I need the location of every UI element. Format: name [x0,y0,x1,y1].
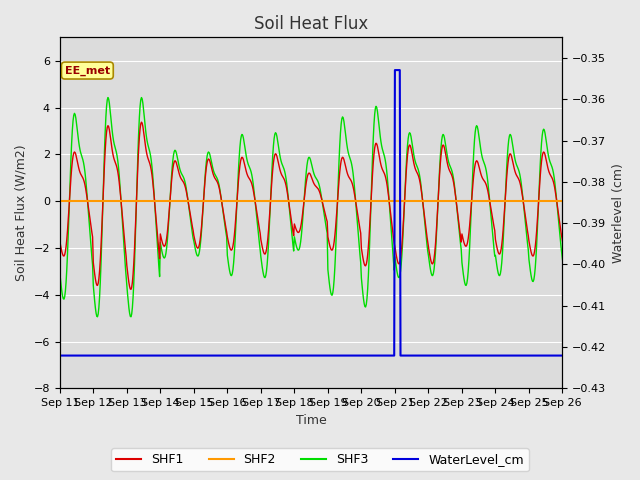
WaterLevel_cm [303,353,311,359]
SHF1 [514,175,522,180]
SHF3 [168,174,175,180]
WaterLevel_cm [188,353,196,359]
Text: EE_met: EE_met [65,65,110,76]
SHF2 [303,198,311,204]
WaterLevel_cm [352,353,360,359]
SHF1 [168,179,175,185]
SHF2 [166,198,174,204]
SHF1 [403,161,411,167]
Y-axis label: Soil Heat Flux (W/m2): Soil Heat Flux (W/m2) [15,144,28,281]
WaterLevel_cm [56,353,63,359]
SHF3 [353,219,361,225]
SHF3 [559,257,566,263]
SHF2 [352,198,360,204]
SHF1 [305,171,312,177]
SHF2 [513,198,520,204]
Line: WaterLevel_cm: WaterLevel_cm [60,70,563,356]
SHF3 [93,314,101,320]
SHF3 [189,235,197,241]
SHF2 [559,198,566,204]
Legend: SHF1, SHF2, SHF3, WaterLevel_cm: SHF1, SHF2, SHF3, WaterLevel_cm [111,448,529,471]
SHF1 [127,287,135,292]
WaterLevel_cm [559,353,566,359]
SHF1 [353,209,361,215]
X-axis label: Time: Time [296,414,326,427]
Line: SHF3: SHF3 [60,97,563,317]
WaterLevel_cm [402,353,410,359]
Line: SHF1: SHF1 [60,122,563,289]
SHF3 [305,156,312,161]
Y-axis label: Waterlevel (cm): Waterlevel (cm) [612,163,625,263]
SHF2 [401,198,409,204]
SHF2 [188,198,196,204]
SHF1 [189,228,197,233]
SHF3 [403,153,411,158]
SHF1 [56,238,63,244]
SHF3 [56,270,63,276]
SHF2 [56,198,63,204]
SHF1 [559,238,566,244]
WaterLevel_cm [166,353,174,359]
SHF3 [514,165,522,171]
SHF3 [104,95,112,100]
WaterLevel_cm [513,353,521,359]
Title: Soil Heat Flux: Soil Heat Flux [254,15,368,33]
WaterLevel_cm [391,67,399,73]
SHF1 [138,119,145,125]
